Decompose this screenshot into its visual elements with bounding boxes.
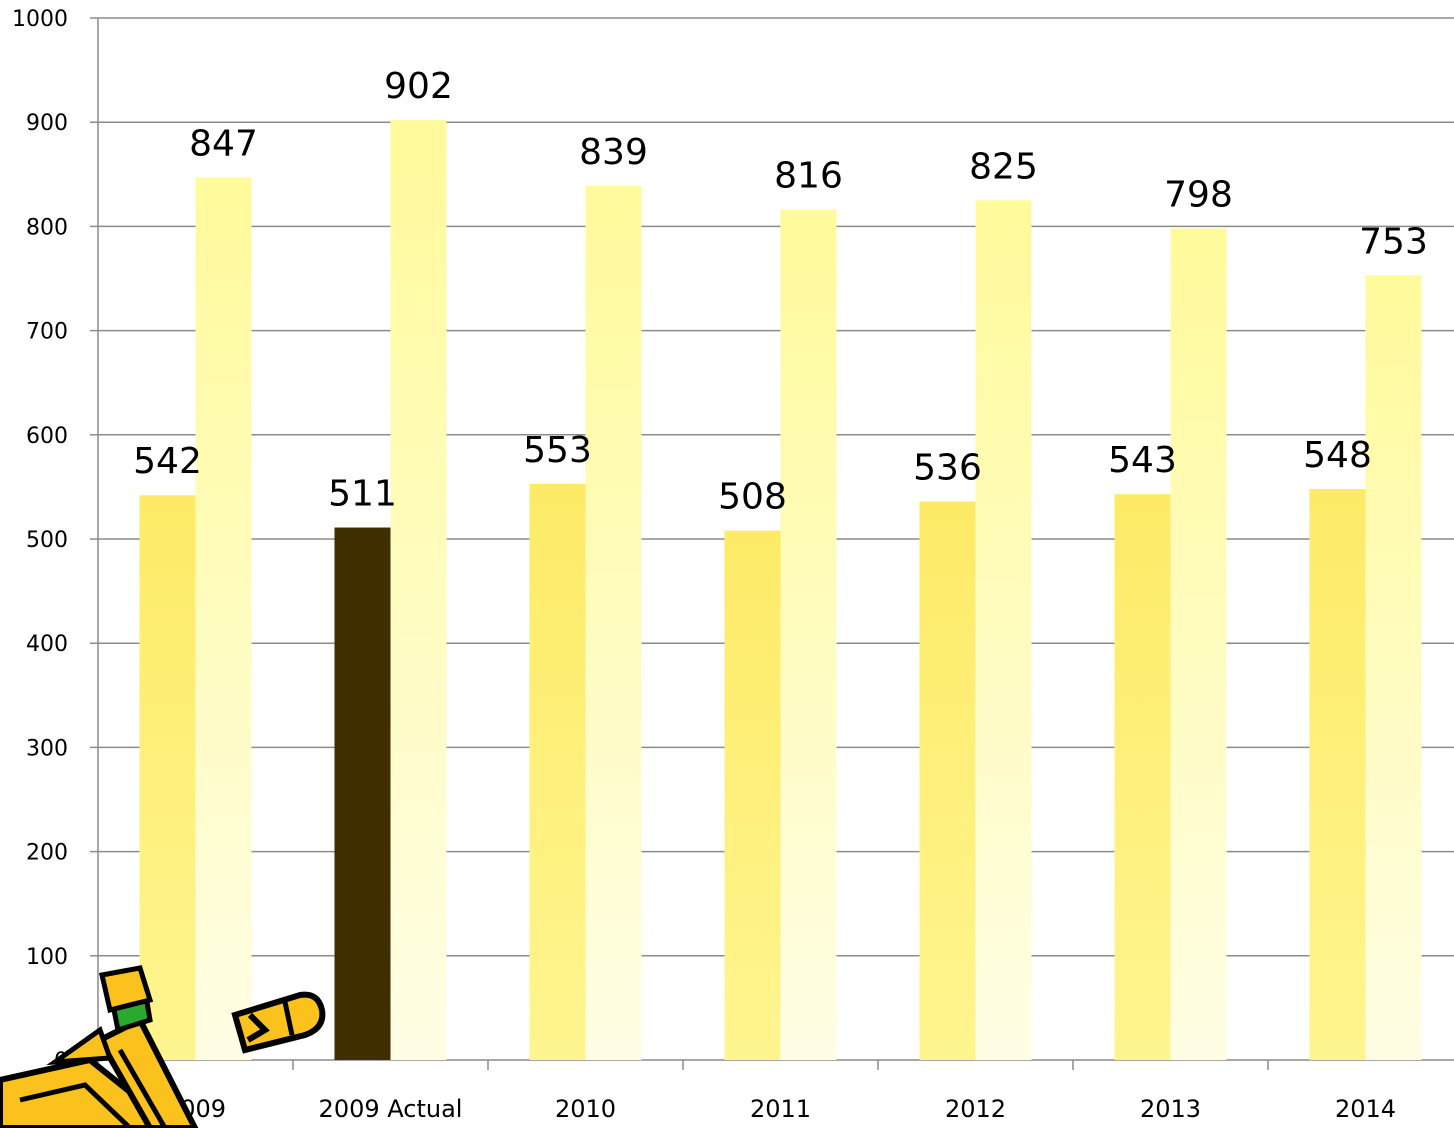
- bar: [975, 200, 1032, 1061]
- data-label: 847: [189, 123, 258, 164]
- bar: [1365, 275, 1422, 1060]
- bar: [334, 527, 391, 1060]
- bar: [195, 177, 252, 1060]
- data-label: 508: [718, 477, 787, 518]
- x-tick-label: 2013: [1140, 1095, 1201, 1123]
- y-tick-label: 100: [26, 945, 68, 970]
- bar: [724, 530, 781, 1060]
- data-label: 798: [1164, 174, 1233, 215]
- y-tick-label: 300: [26, 736, 68, 761]
- data-label: 543: [1108, 440, 1177, 481]
- y-tick-label: 800: [26, 215, 68, 240]
- data-label: 548: [1303, 435, 1372, 476]
- x-tick-label: 2010: [555, 1095, 616, 1123]
- data-label: 753: [1359, 221, 1428, 262]
- data-label: 825: [969, 146, 1038, 187]
- bars: [139, 120, 1422, 1061]
- x-tick-label: 2011: [750, 1095, 811, 1123]
- bar: [1170, 228, 1227, 1060]
- y-tick-label: 200: [26, 841, 68, 866]
- data-labels: 542 511 553 508 536 543 548 847 902 839 816 825 798 7…: [133, 66, 1428, 518]
- y-tick-label: 400: [26, 632, 68, 657]
- bar: [529, 483, 586, 1060]
- y-tick-label: 600: [26, 424, 68, 449]
- data-label: 902: [384, 66, 453, 107]
- pencil-icon: [0, 965, 326, 1128]
- y-tick-label: 1000: [12, 7, 68, 32]
- x-tick-label: 2014: [1335, 1095, 1396, 1123]
- data-label: 511: [328, 474, 397, 515]
- bar: [1309, 488, 1366, 1060]
- bar: [919, 501, 976, 1060]
- y-tick-label: 500: [26, 528, 68, 553]
- y-tick-label: 900: [26, 111, 68, 136]
- x-tick-label: 2009 Actual: [319, 1095, 463, 1123]
- data-label: 839: [579, 132, 648, 173]
- y-tick-label: 700: [26, 320, 68, 345]
- bar: [585, 185, 642, 1061]
- bar: [780, 209, 837, 1060]
- bar: [139, 495, 196, 1061]
- data-label: 816: [774, 156, 843, 197]
- data-label: 553: [523, 430, 592, 471]
- bar: [390, 120, 447, 1061]
- x-tick-label: 2012: [945, 1095, 1006, 1123]
- data-label: 536: [913, 447, 982, 488]
- bar: [1114, 494, 1171, 1061]
- data-label: 542: [133, 441, 202, 482]
